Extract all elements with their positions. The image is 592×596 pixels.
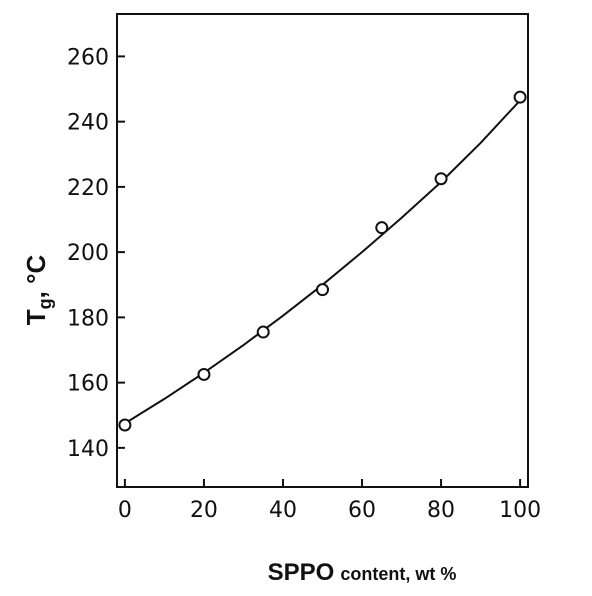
data-point — [118, 418, 132, 432]
y-tick-label-160: 160 — [67, 372, 109, 397]
y-axis-label: Tg, °C — [21, 255, 55, 326]
y-tick-label-180: 180 — [67, 306, 109, 331]
tick-marks — [117, 55, 522, 487]
x-axis-label-main: SPPO — [268, 559, 335, 586]
x-tick-label-80: 80 — [427, 498, 455, 523]
y-tick-label-220: 220 — [67, 176, 109, 201]
y-tick-label-200: 200 — [67, 241, 109, 266]
y-tick-label-260: 260 — [67, 45, 109, 70]
y-axis-label-main: T — [21, 309, 51, 325]
data-point — [434, 172, 448, 186]
data-point — [513, 90, 527, 104]
fit-curve — [124, 99, 521, 425]
data-points — [118, 90, 527, 432]
y-tick-label-240: 240 — [67, 111, 109, 136]
x-tick-label-20: 20 — [190, 498, 218, 523]
x-axis-label: SPPO content, wt % — [268, 559, 457, 586]
data-point — [375, 221, 389, 235]
plot-frame — [116, 13, 529, 488]
y-tick-label-140: 140 — [67, 437, 109, 462]
x-tick-label-40: 40 — [269, 498, 297, 523]
data-point — [256, 325, 270, 339]
y-axis-label-rest: , °C — [21, 255, 51, 299]
x-tick-label-60: 60 — [348, 498, 376, 523]
data-point — [197, 367, 211, 381]
tick-labels: 0 20 40 60 80 100 140 160 180 200 220 240 260 — [67, 45, 541, 523]
x-tick-label-100: 100 — [499, 498, 541, 523]
x-tick-label-0: 0 — [118, 498, 132, 523]
y-axis-label-sub: g — [35, 298, 55, 309]
x-axis-label-rest: content, wt % — [340, 564, 456, 584]
data-point — [316, 283, 329, 297]
